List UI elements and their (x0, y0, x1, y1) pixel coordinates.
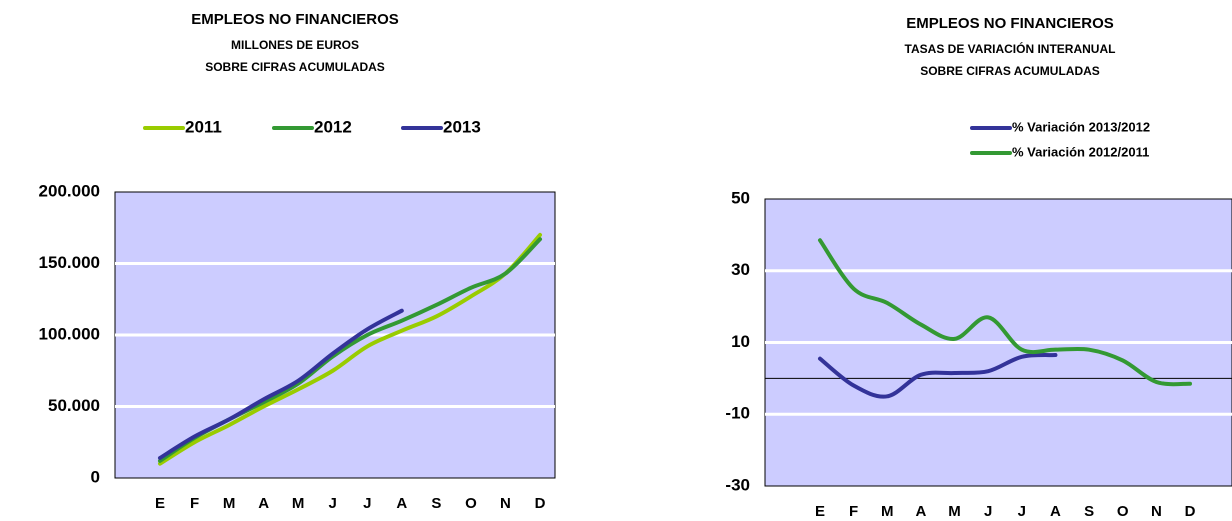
chart-subtitle: TASAS DE VARIACIÓN INTERANUAL (905, 41, 1116, 56)
x-tick-label: J (984, 503, 992, 520)
x-tick-label: M (948, 503, 961, 520)
x-tick-label: E (155, 495, 165, 512)
y-tick-label: 150.000 (39, 253, 100, 272)
x-tick-label: J (363, 495, 371, 512)
y-tick-label: 30 (731, 260, 750, 279)
x-tick-label: F (849, 503, 858, 520)
x-tick-label: E (815, 503, 825, 520)
x-tick-label: D (1185, 503, 1196, 520)
x-tick-label: S (431, 495, 441, 512)
x-tick-label: F (190, 495, 199, 512)
x-tick-label: M (223, 495, 236, 512)
x-tick-label: A (915, 503, 926, 520)
y-tick-label: -30 (725, 475, 750, 494)
x-tick-label: A (1050, 503, 1061, 520)
legend-label: 2011 (185, 117, 222, 136)
chart-subtitle: SOBRE CIFRAS ACUMULADAS (205, 60, 385, 74)
x-tick-label: M (292, 495, 305, 512)
x-tick-label: S (1084, 503, 1094, 520)
x-tick-label: J (1018, 503, 1026, 520)
series-line (158, 308, 404, 460)
chart-title: EMPLEOS NO FINANCIEROS (906, 15, 1114, 32)
x-tick-label: O (465, 495, 477, 512)
x-tick-label: J (329, 495, 337, 512)
chart-subtitle: SOBRE CIFRAS ACUMULADAS (920, 64, 1100, 78)
series-line (158, 232, 542, 466)
x-tick-label: N (1151, 503, 1162, 520)
series-line (818, 353, 1058, 399)
y-tick-label: -10 (725, 404, 750, 423)
x-tick-label: A (258, 495, 269, 512)
y-tick-label: 10 (731, 332, 750, 351)
x-tick-label: M (881, 503, 894, 520)
y-tick-label: 50.000 (48, 396, 100, 415)
x-tick-label: N (500, 495, 511, 512)
x-tick-label: O (1117, 503, 1129, 520)
legend-label: % Variación 2013/2012 (1012, 119, 1150, 134)
chart-title: EMPLEOS NO FINANCIEROS (191, 11, 399, 28)
legend-label: 2013 (443, 117, 481, 136)
x-tick-label: A (396, 495, 407, 512)
y-tick-label: 0 (91, 467, 100, 486)
x-tick-label: D (535, 495, 546, 512)
legend-label: 2012 (314, 117, 352, 136)
y-tick-label: 100.000 (39, 324, 100, 343)
chart-subtitle: MILLONES DE EUROS (231, 38, 359, 52)
series-line (818, 238, 1192, 387)
y-tick-label: 50 (731, 188, 750, 207)
legend-label: % Variación 2012/2011 (1012, 144, 1149, 159)
y-tick-label: 200.000 (39, 181, 100, 200)
